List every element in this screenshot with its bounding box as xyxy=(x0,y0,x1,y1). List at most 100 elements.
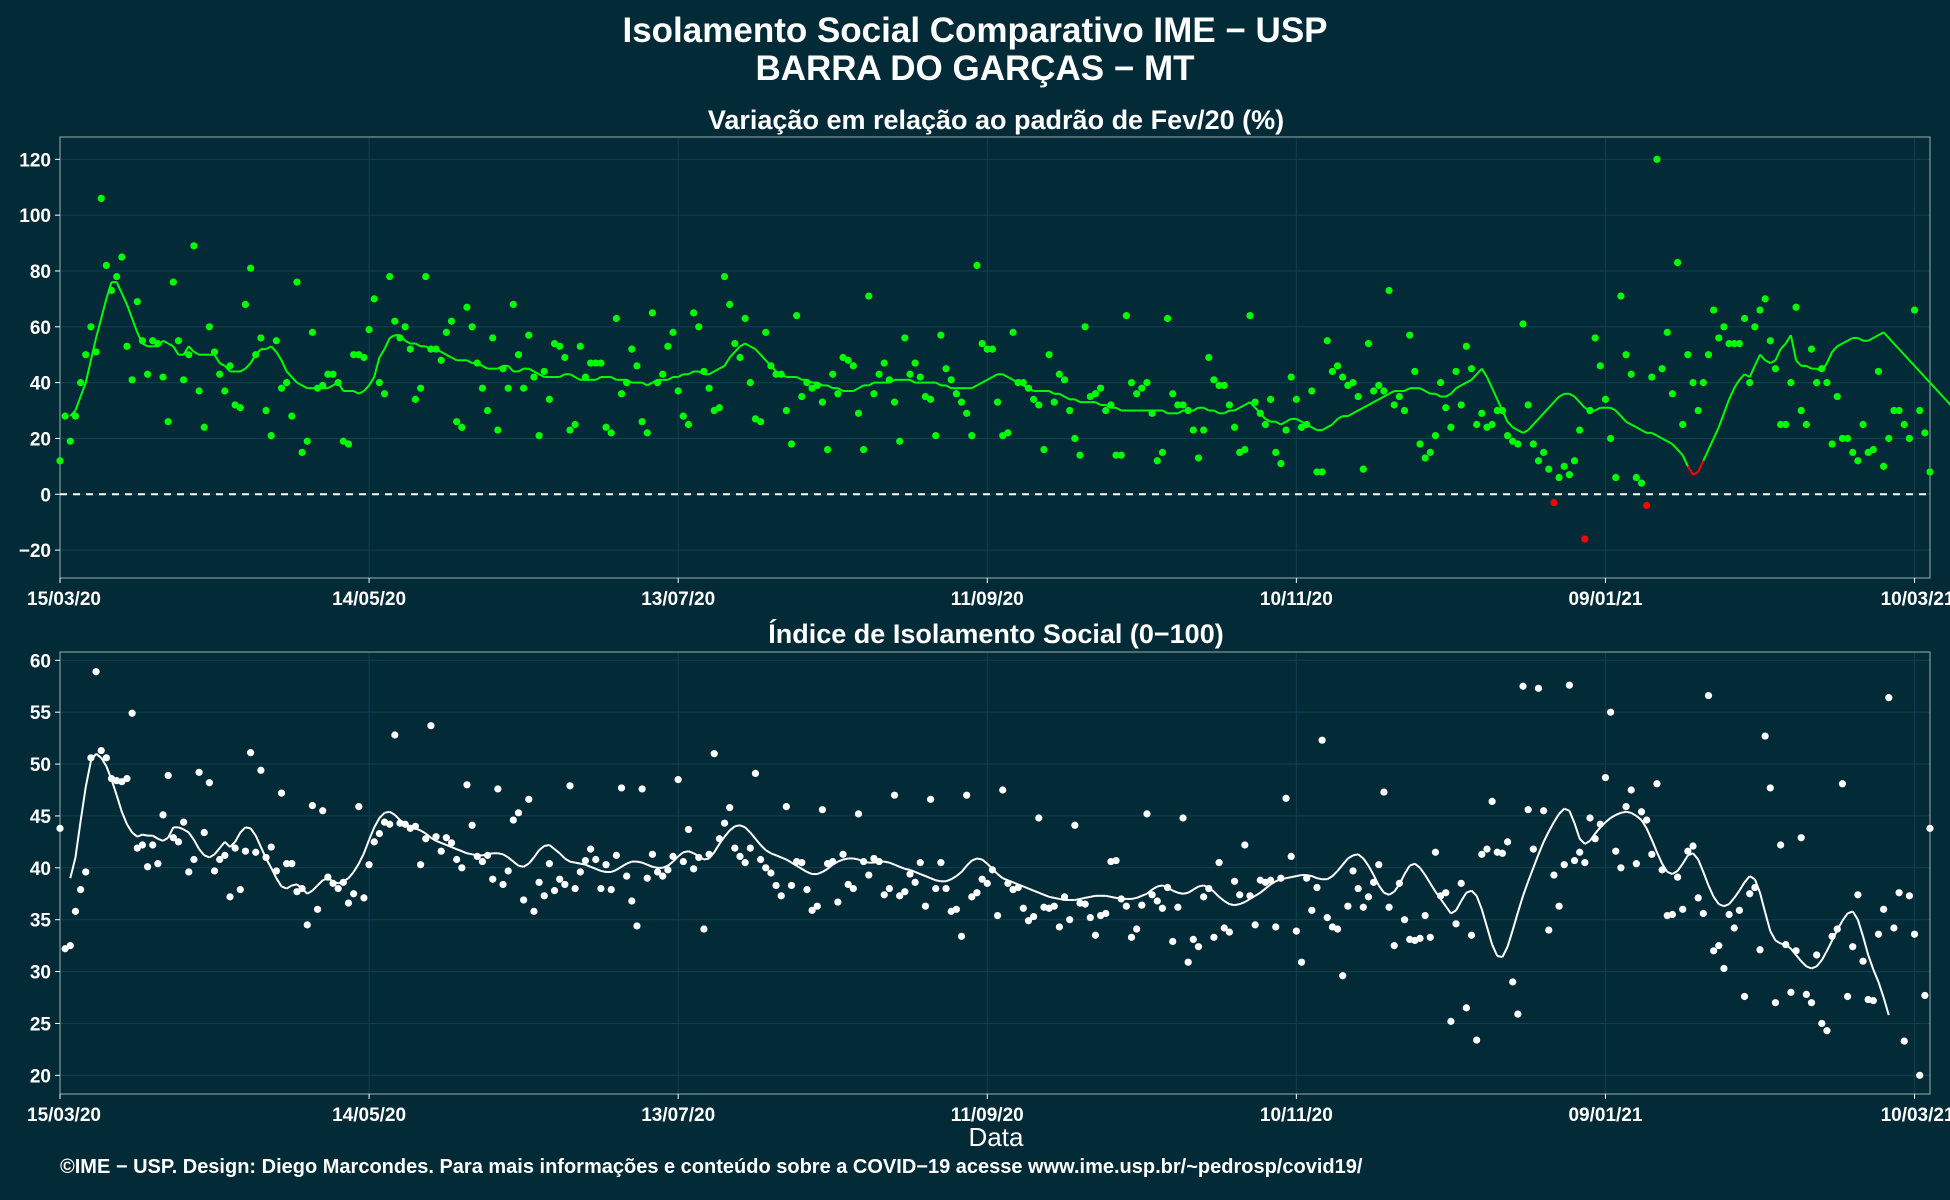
data-point xyxy=(1849,943,1857,951)
data-point xyxy=(787,881,796,890)
data-point xyxy=(617,784,626,792)
data-point xyxy=(458,864,466,872)
data-point xyxy=(1679,420,1687,429)
data-point xyxy=(968,893,976,901)
data-point xyxy=(504,867,512,875)
data-point xyxy=(1205,884,1213,893)
data-point xyxy=(1684,847,1692,855)
moving-average-segment xyxy=(389,810,396,816)
data-point xyxy=(973,261,981,269)
data-point xyxy=(1230,877,1239,885)
data-point xyxy=(514,351,523,359)
moving-average-segment xyxy=(1908,359,1916,367)
data-point xyxy=(344,899,353,907)
data-point xyxy=(1019,904,1027,912)
data-point xyxy=(1169,390,1177,398)
moving-average-segment xyxy=(780,856,787,861)
moving-average-segment xyxy=(1578,401,1586,409)
moving-average-segment xyxy=(1795,359,1802,367)
moving-average-segment xyxy=(1177,891,1184,895)
data-point xyxy=(736,852,744,860)
data-point xyxy=(1926,468,1934,476)
moving-average-segment xyxy=(512,860,520,867)
moving-average-segment xyxy=(688,370,695,376)
data-point xyxy=(1333,362,1342,370)
data-point xyxy=(757,418,765,426)
moving-average-segment xyxy=(1234,903,1240,907)
data-point xyxy=(1550,871,1558,879)
moving-average-segment xyxy=(935,381,942,387)
data-point xyxy=(1426,933,1434,941)
moving-average-segment xyxy=(1522,880,1530,897)
data-point xyxy=(1715,942,1723,950)
moving-average-segment xyxy=(1378,395,1385,401)
y-tick-label: 100 xyxy=(19,206,51,227)
x-tick-label: 10/11/20 xyxy=(1260,589,1333,610)
moving-average-segment xyxy=(1764,912,1772,932)
moving-average-segment xyxy=(95,318,103,339)
moving-average-segment xyxy=(683,850,689,854)
moving-average-segment xyxy=(528,856,535,865)
data-point xyxy=(896,892,904,900)
data-point xyxy=(283,379,291,387)
data-point xyxy=(715,835,723,843)
moving-average-segment xyxy=(265,345,272,351)
data-point xyxy=(1272,923,1280,931)
moving-average-segment xyxy=(754,348,762,356)
data-point xyxy=(1874,367,1883,376)
moving-average-segment xyxy=(739,824,746,829)
data-point xyxy=(1843,992,1852,1001)
data-point xyxy=(1565,681,1573,689)
moving-average-segment xyxy=(497,852,504,856)
data-point xyxy=(257,334,265,342)
moving-average-segment xyxy=(1480,368,1488,378)
moving-average-segment xyxy=(1373,398,1380,404)
data-point xyxy=(849,362,857,370)
moving-average-segment xyxy=(1615,811,1622,816)
data-point xyxy=(401,820,409,828)
moving-average-segment xyxy=(1028,887,1035,892)
data-point xyxy=(1900,420,1908,429)
data-point xyxy=(1916,406,1924,415)
data-point xyxy=(1313,468,1321,476)
moving-average-segment xyxy=(796,864,803,870)
moving-average-segment xyxy=(1687,465,1694,476)
data-point xyxy=(952,390,960,398)
moving-average-segment xyxy=(389,334,396,339)
moving-average-segment xyxy=(1434,392,1442,398)
data-point xyxy=(1601,395,1610,403)
data-point xyxy=(1225,928,1233,936)
data-point xyxy=(1740,314,1749,323)
data-point xyxy=(417,384,425,392)
data-point xyxy=(1102,909,1110,918)
data-point xyxy=(1200,893,1208,901)
data-point xyxy=(1565,471,1573,479)
moving-average-segment xyxy=(1630,811,1637,817)
data-point xyxy=(757,855,765,864)
moving-average-segment xyxy=(1898,348,1905,356)
moving-average-segment xyxy=(1697,859,1705,873)
moving-average-segment xyxy=(595,867,602,872)
moving-average-segment xyxy=(1604,817,1612,823)
moving-average-segment xyxy=(1568,392,1576,398)
data-point xyxy=(1586,814,1594,822)
data-point xyxy=(447,839,456,847)
data-point xyxy=(803,886,811,894)
x-tick-label: 13/07/20 xyxy=(641,1105,715,1126)
data-point xyxy=(525,331,533,339)
moving-average-segment xyxy=(1594,826,1602,835)
data-point xyxy=(1220,381,1228,390)
data-point xyxy=(731,844,739,852)
data-point xyxy=(1035,401,1043,409)
moving-average-segment xyxy=(914,871,921,875)
moving-average-segment xyxy=(641,861,648,866)
data-point xyxy=(272,867,280,875)
data-point xyxy=(396,334,404,342)
moving-average-segment xyxy=(1753,354,1761,367)
data-point xyxy=(561,880,569,889)
moving-average-segment xyxy=(615,865,623,871)
data-point xyxy=(1740,992,1749,1001)
data-point xyxy=(829,370,837,378)
moving-average-segment xyxy=(1377,884,1385,894)
data-point xyxy=(1570,457,1579,465)
